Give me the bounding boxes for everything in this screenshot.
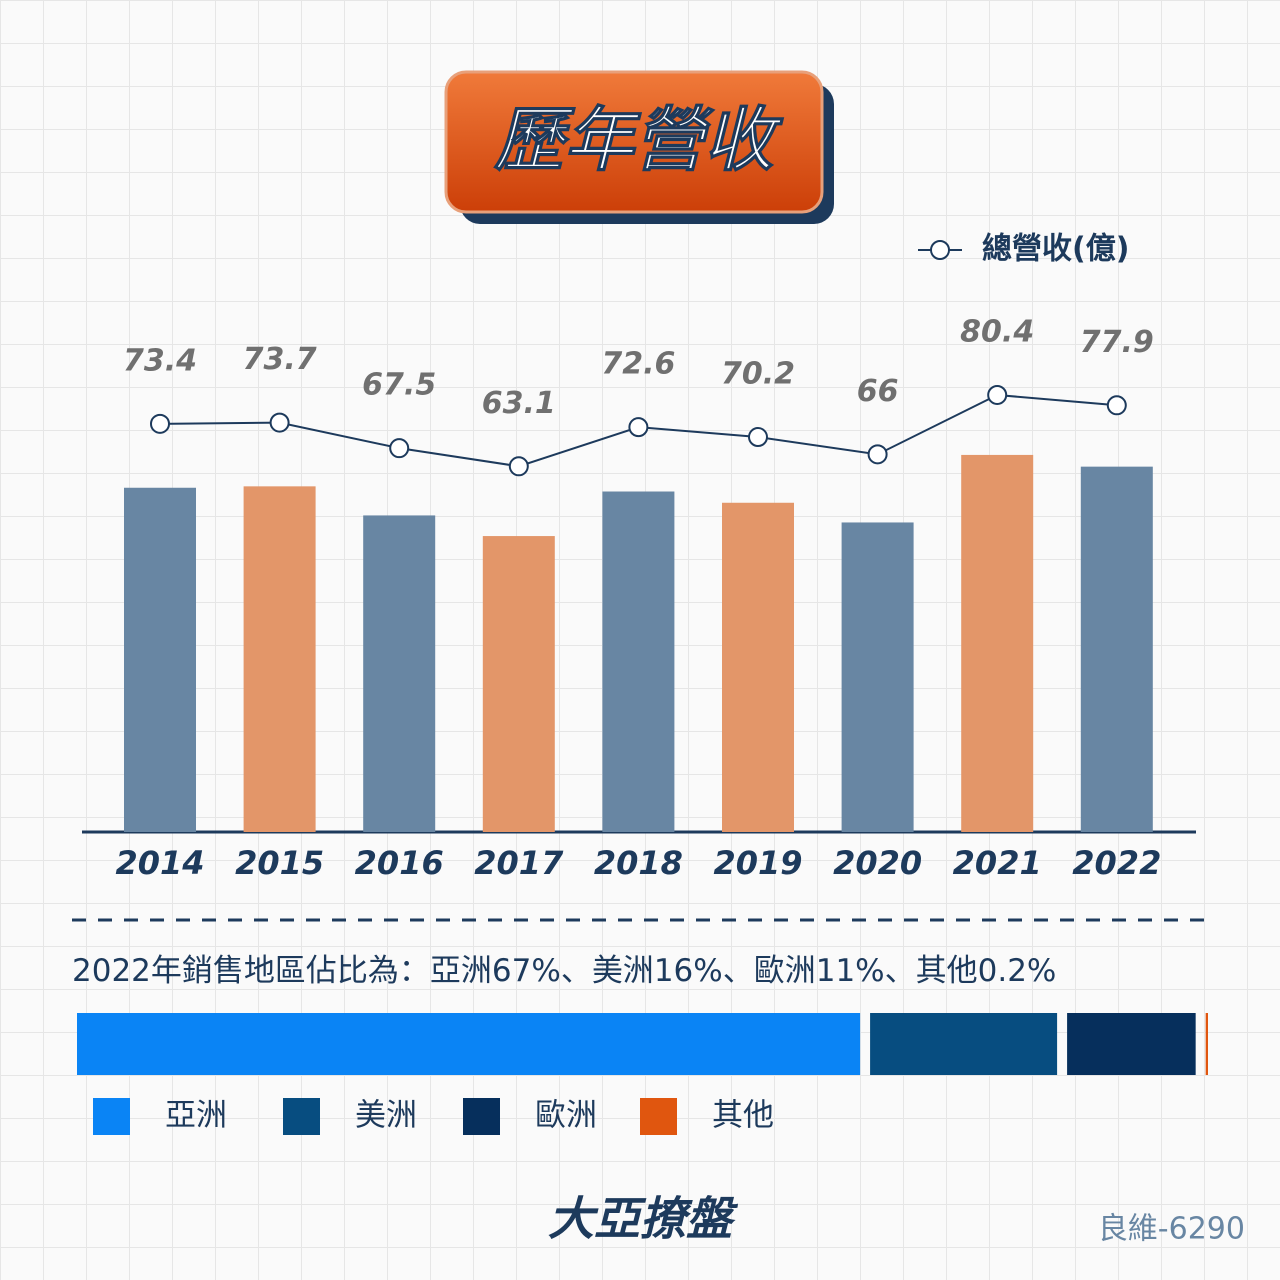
region-share: 16%: [654, 953, 723, 989]
value-label: 63.1: [482, 386, 556, 421]
separator: 、: [885, 953, 916, 989]
legend-label: 歐洲: [535, 1098, 597, 1134]
value-label: 70.2: [721, 357, 795, 392]
line-marker: [867, 444, 888, 465]
bar: [602, 491, 675, 832]
chart-title: 歷年營收: [493, 99, 784, 181]
x-tick-label: 2021: [953, 844, 1042, 882]
value-label: 77.9: [1080, 325, 1154, 360]
line-marker: [628, 417, 649, 438]
bar: [363, 515, 436, 832]
share-segment: [1067, 1013, 1196, 1075]
bar: [482, 536, 555, 832]
bar: [124, 487, 196, 832]
line-marker: [748, 427, 768, 448]
x-tick-label: 2017: [474, 844, 564, 882]
line-marker: [269, 412, 290, 433]
bar: [243, 486, 316, 832]
line-marker: [389, 438, 410, 459]
legend-swatch: [93, 1098, 130, 1135]
x-tick-label: 2015: [235, 844, 324, 882]
value-label: 73.4: [123, 343, 197, 378]
x-tick-label: 2016: [355, 844, 444, 882]
legend-swatch: [283, 1098, 320, 1135]
region-share: 11%: [816, 953, 885, 989]
value-label: 73.7: [243, 342, 317, 377]
x-tick-label: 2019: [713, 844, 802, 882]
value-label: 67.5: [362, 368, 436, 403]
bar: [841, 522, 914, 832]
region-share: 0.2%: [978, 953, 1057, 989]
x-tick-label: 2022: [1072, 844, 1161, 882]
legend-label: 其他: [712, 1098, 774, 1134]
stock-code: 良維-6290: [1098, 1212, 1245, 1247]
region-name: 美洲: [592, 953, 654, 989]
line-marker: [987, 384, 1008, 405]
line-marker: [508, 456, 529, 477]
value-label: 72.6: [601, 347, 675, 382]
value-label: 66: [857, 374, 899, 409]
bar: [722, 502, 794, 832]
region-name: 其他: [916, 953, 978, 989]
line-marker: [1106, 395, 1127, 416]
bar: [1080, 466, 1153, 832]
share-title: 2022年銷售地區佔比為：: [72, 953, 430, 989]
region-share: 67%: [492, 953, 561, 989]
separator: 、: [723, 953, 754, 989]
separator: 、: [561, 953, 592, 989]
title-box: [444, 70, 824, 214]
legend-swatch: [640, 1098, 677, 1135]
x-tick-label: 2020: [833, 844, 922, 882]
bar: [961, 454, 1034, 832]
share-text: 2022年銷售地區佔比為：亞洲67%、美洲16%、歐洲11%、其他0.2%: [72, 953, 1056, 989]
legend-label: 總營收(億): [982, 232, 1129, 267]
region-name: 亞洲: [430, 953, 492, 989]
legend-marker: [930, 240, 950, 260]
share-segment: [1205, 1013, 1208, 1075]
line-marker: [150, 413, 170, 434]
region-name: 歐洲: [754, 953, 816, 989]
x-tick-label: 2014: [115, 844, 204, 882]
x-tick-label: 2018: [594, 844, 683, 882]
share-segment: [870, 1013, 1058, 1075]
value-label: 80.4: [960, 314, 1034, 349]
legend-label: 亞洲: [165, 1098, 227, 1134]
legend-swatch: [463, 1098, 500, 1135]
logo: 大亞撩盤: [548, 1192, 739, 1246]
legend-label: 美洲: [355, 1098, 417, 1134]
share-segment: [77, 1013, 861, 1075]
